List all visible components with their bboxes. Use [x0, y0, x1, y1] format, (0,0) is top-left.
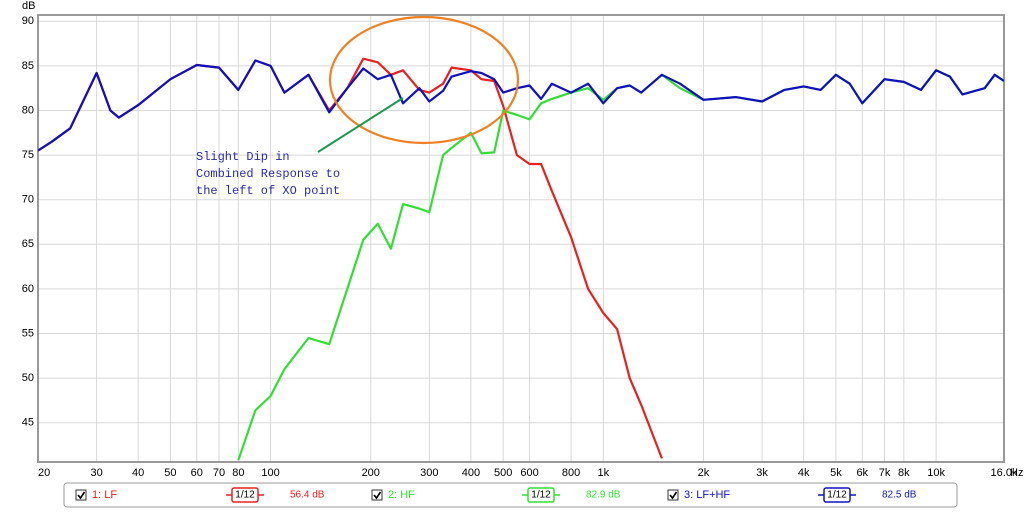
x-tick-label: 6k [856, 467, 868, 479]
legend-smoothing: 1/12 [531, 490, 551, 501]
x-tick-label: 800 [562, 467, 580, 479]
y-tick-label: 65 [22, 238, 34, 250]
x-tick-label: 5k [830, 467, 842, 479]
legend-smoothing: 1/12 [827, 490, 847, 501]
legend-checkbox [371, 489, 383, 501]
checkmark [77, 491, 86, 500]
annotation-arrow [317, 97, 404, 153]
x-tick-label: 200 [362, 467, 380, 479]
legend-name: 2: HF [388, 489, 415, 501]
y-tick-label: 70 [22, 194, 34, 206]
x-tick-label: 40 [132, 467, 144, 479]
x-tick-label: 30 [90, 467, 102, 479]
x-unit: Hz [1010, 467, 1023, 479]
smoothing-icon [527, 487, 555, 503]
x-tick-label: 3k [756, 467, 768, 479]
legend-name: 1: LF [92, 489, 117, 501]
annotation-text: the left of XO point [196, 184, 340, 198]
y-tick-label: 85 [22, 60, 34, 72]
plot-frame [37, 14, 1005, 463]
x-tick-label: 10k [927, 467, 945, 479]
legend-name: 3: LF+HF [684, 489, 730, 501]
y-tick-label: 90 [22, 15, 34, 27]
x-tick-label: 20 [38, 467, 50, 479]
x-tick-label: 16.0k [991, 467, 1018, 479]
y-tick-label: 45 [22, 417, 34, 429]
checkmark [669, 491, 678, 500]
x-tick-label: 4k [798, 467, 810, 479]
legend-box [63, 482, 958, 508]
x-tick-label: 70 [213, 467, 225, 479]
annotation-ellipse [328, 15, 520, 145]
x-tick-label: 100 [261, 467, 279, 479]
x-tick-label: 2k [698, 467, 710, 479]
x-tick-label: 300 [420, 467, 438, 479]
x-tick-label: 600 [520, 467, 538, 479]
legend-checkbox [75, 489, 87, 501]
x-tick-label: 8k [898, 467, 910, 479]
x-tick-label: 80 [232, 467, 244, 479]
legend-checkbox [667, 489, 679, 501]
checkmark [373, 491, 382, 500]
y-unit: dB [22, 0, 35, 12]
y-tick-label: 50 [22, 372, 34, 384]
y-tick-label: 60 [22, 283, 34, 295]
x-tick-label: 7k [879, 467, 891, 479]
legend-level: 82.5 dB [882, 490, 917, 501]
x-tick-label: 60 [191, 467, 203, 479]
legend-level: 56.4 dB [290, 490, 325, 501]
x-tick-label: 400 [462, 467, 480, 479]
annotation-text: Combined Response to [196, 167, 340, 181]
y-tick-label: 75 [22, 149, 34, 161]
annotation-text: Slight Dip in [196, 150, 290, 164]
smoothing-icon [231, 487, 259, 503]
y-tick-label: 55 [22, 327, 34, 339]
x-tick-label: 50 [164, 467, 176, 479]
y-tick-label: 80 [22, 104, 34, 116]
smoothing-icon [823, 487, 851, 503]
legend-level: 82.9 dB [586, 490, 621, 501]
x-tick-label: 500 [494, 467, 512, 479]
x-tick-label: 1k [598, 467, 610, 479]
legend-smoothing: 1/12 [235, 490, 255, 501]
